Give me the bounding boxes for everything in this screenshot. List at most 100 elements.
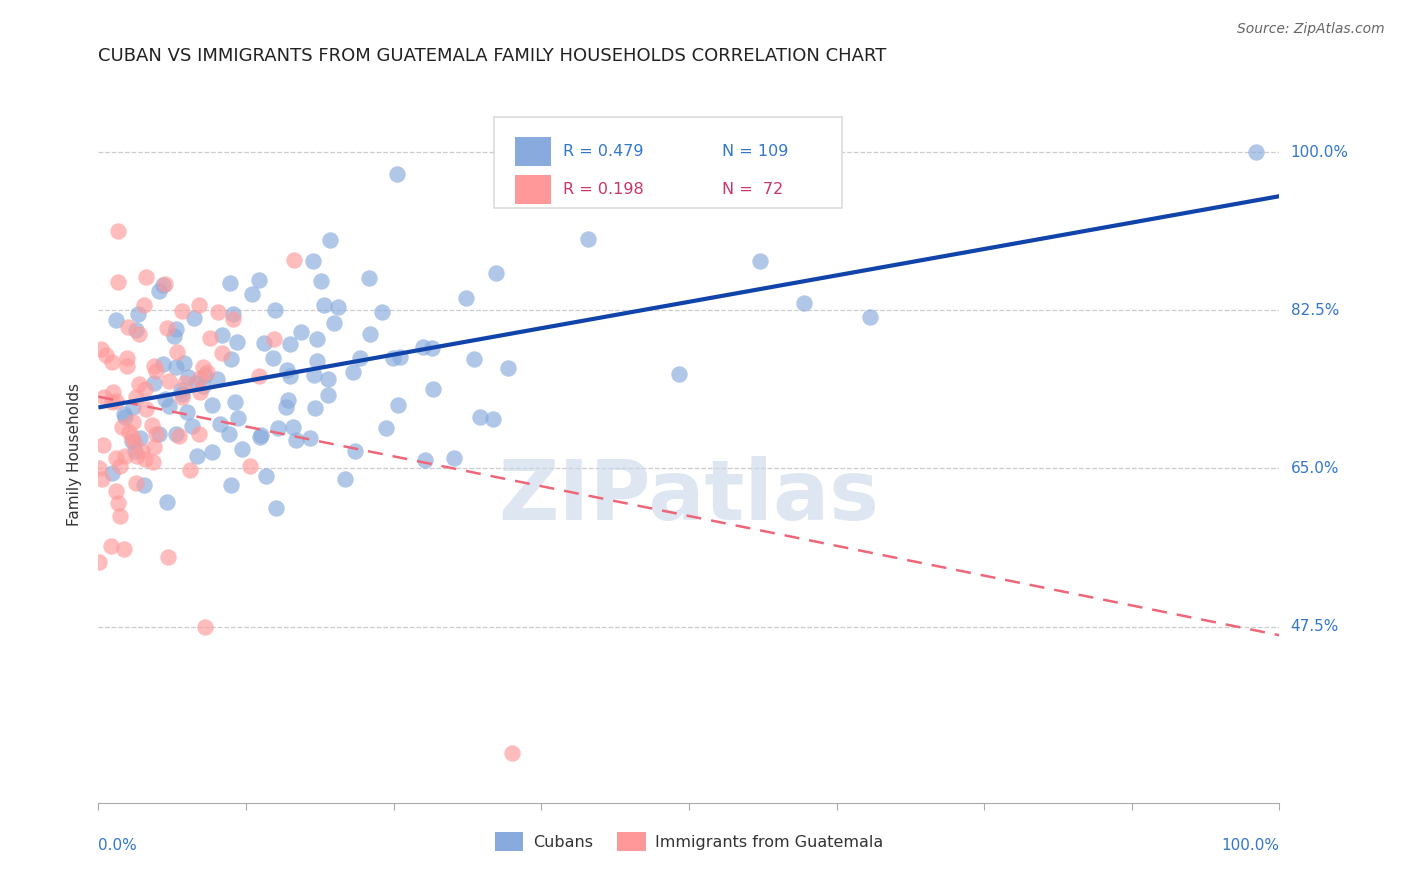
Point: [157, 550, 180, 565]
Point: [117, 425, 139, 440]
Point: [198, 331, 221, 345]
Text: 65.0%: 65.0%: [1291, 461, 1339, 476]
Point: [195, 365, 218, 379]
Point: [121, 430, 143, 444]
Point: [165, 322, 187, 336]
Legend: Cubans, Immigrants from Guatemala: Cubans, Immigrants from Guatemala: [488, 825, 890, 857]
Point: [111, 420, 134, 434]
Text: ZIPatlas: ZIPatlas: [499, 456, 879, 537]
Point: [96, 348, 118, 362]
Text: R = 0.198: R = 0.198: [562, 182, 644, 197]
Point: [186, 449, 208, 463]
Point: [91, 472, 114, 486]
Point: [420, 341, 443, 355]
Point: [87, 555, 110, 569]
Point: [135, 402, 157, 417]
Point: [201, 444, 224, 458]
Point: [114, 410, 136, 425]
Point: [134, 382, 156, 396]
Text: Source: ZipAtlas.com: Source: ZipAtlas.com: [1237, 22, 1385, 37]
Point: [173, 355, 195, 369]
Point: [305, 332, 328, 346]
Point: [359, 270, 381, 285]
Point: [152, 277, 174, 292]
Point: [290, 325, 312, 339]
Text: 47.5%: 47.5%: [1291, 619, 1339, 634]
Point: [302, 368, 325, 382]
Point: [91, 438, 114, 452]
Point: [132, 478, 155, 492]
Point: [155, 277, 177, 291]
Point: [165, 426, 187, 441]
Point: [370, 305, 392, 319]
Text: N = 109: N = 109: [723, 145, 789, 160]
Point: [115, 351, 138, 365]
Point: [262, 351, 284, 366]
Point: [422, 383, 444, 397]
Point: [219, 276, 242, 290]
Point: [201, 399, 224, 413]
Point: [219, 478, 242, 492]
Point: [468, 410, 491, 425]
Point: [250, 427, 273, 442]
Point: [193, 379, 215, 393]
Point: [454, 292, 477, 306]
Point: [323, 316, 346, 330]
Point: [135, 269, 157, 284]
Point: [194, 619, 217, 633]
Point: [163, 329, 186, 343]
Point: [240, 286, 263, 301]
Point: [156, 321, 179, 335]
Point: [132, 298, 155, 312]
Point: [359, 326, 381, 341]
Y-axis label: Family Households: Family Households: [67, 384, 83, 526]
Point: [276, 363, 298, 377]
Point: [342, 365, 364, 379]
Point: [124, 444, 146, 458]
Point: [134, 451, 156, 466]
Point: [112, 541, 135, 556]
Point: [121, 416, 143, 430]
Point: [128, 327, 150, 342]
Point: [387, 398, 409, 412]
Point: [264, 501, 287, 516]
Point: [129, 430, 152, 444]
Point: [179, 463, 201, 477]
Point: [114, 449, 136, 463]
Text: 0.0%: 0.0%: [98, 838, 138, 853]
Point: [152, 357, 174, 371]
Point: [263, 302, 285, 317]
Point: [524, 179, 547, 194]
FancyBboxPatch shape: [516, 175, 551, 204]
Point: [283, 419, 305, 434]
Point: [463, 352, 485, 367]
Point: [142, 359, 165, 374]
Point: [349, 351, 371, 365]
Point: [283, 252, 305, 267]
Point: [170, 387, 193, 401]
Point: [274, 401, 297, 415]
Point: [226, 411, 249, 425]
Point: [90, 342, 112, 356]
Point: [748, 253, 770, 268]
Point: [104, 451, 127, 466]
Text: 100.0%: 100.0%: [1222, 838, 1279, 853]
Point: [112, 407, 135, 421]
Point: [381, 351, 404, 365]
Point: [101, 385, 124, 400]
Point: [167, 429, 190, 443]
Point: [222, 307, 245, 321]
Point: [247, 368, 270, 383]
Text: CUBAN VS IMMIGRANTS FROM GUATEMALA FAMILY HOUSEHOLDS CORRELATION CHART: CUBAN VS IMMIGRANTS FROM GUATEMALA FAMIL…: [98, 47, 887, 65]
Point: [249, 430, 271, 444]
Point: [105, 483, 128, 498]
Point: [211, 327, 233, 342]
Point: [125, 449, 148, 463]
Point: [165, 359, 187, 374]
Point: [181, 419, 204, 434]
Point: [263, 332, 285, 346]
Point: [208, 417, 231, 431]
Point: [87, 460, 110, 475]
Point: [194, 368, 217, 382]
Point: [205, 371, 228, 385]
